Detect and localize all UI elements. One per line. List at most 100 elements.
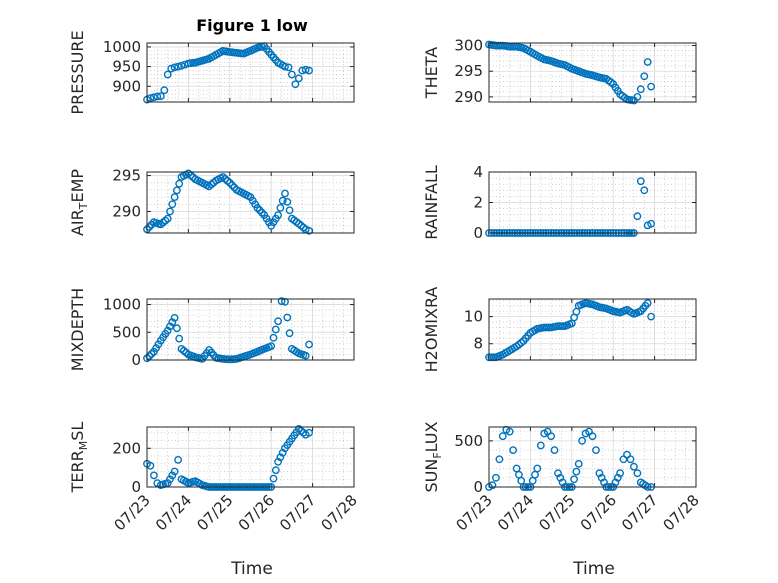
- data-point-terr-msl: [294, 424, 303, 433]
- data-point-theta: [633, 93, 642, 101]
- data-point-air-temp: [175, 179, 184, 188]
- data-point-air-temp: [281, 189, 289, 198]
- data-point-pressure: [153, 92, 162, 101]
- data-point-theta: [640, 72, 649, 81]
- data-point-pressure: [305, 66, 313, 75]
- y-tick-label: 500: [112, 323, 141, 341]
- panel-mixdepth: 0 500 1000 MIXDEPTH: [68, 288, 355, 371]
- data-point-air-temp: [163, 214, 172, 223]
- data-point-terr-msl: [149, 471, 158, 480]
- data-point-sun-flux: [616, 469, 624, 478]
- y-tick-label: 290: [112, 202, 141, 220]
- data-point-sun-flux: [578, 436, 586, 445]
- data-point-sun-flux: [574, 459, 583, 468]
- data-point-theta: [636, 85, 645, 94]
- data-point-mixdepth: [170, 313, 179, 322]
- y-tick-label: 900: [112, 77, 141, 95]
- y-tick-label: 290: [454, 88, 483, 106]
- data-point-sun-flux: [588, 432, 597, 441]
- axes-box-rainfall: [488, 171, 697, 234]
- data-point-sun-flux: [498, 432, 507, 441]
- data-point-h2omixra: [558, 322, 567, 330]
- data-point-sun-flux: [626, 455, 635, 464]
- data-point-terr-msl: [305, 428, 313, 437]
- data-point-sun-flux: [592, 446, 600, 454]
- data-point-terr-msl: [271, 466, 280, 475]
- data-point-air-temp: [172, 186, 181, 195]
- data-point-pressure: [291, 80, 300, 89]
- data-point-air-temp: [278, 196, 287, 205]
- y-tick-label: 295: [454, 62, 483, 80]
- data-point-sun-flux: [630, 462, 638, 471]
- data-point-mixdepth: [267, 342, 276, 350]
- data-point-mixdepth: [168, 318, 177, 326]
- axes-box-h2omixra: [488, 298, 697, 361]
- data-point-air-temp: [170, 193, 179, 202]
- data-point-rainfall: [647, 219, 655, 228]
- panel-theta: 290 295 300 THETA: [422, 37, 697, 106]
- data-point-sun-flux: [491, 473, 500, 482]
- data-point-mixdepth: [163, 326, 172, 335]
- data-point-sun-flux: [572, 467, 581, 476]
- data-point-sun-flux: [547, 432, 555, 441]
- data-point-sun-flux: [550, 446, 559, 454]
- data-point-pressure: [281, 62, 289, 71]
- data-point-pressure: [156, 92, 165, 101]
- data-point-mixdepth: [175, 334, 184, 343]
- axes-box-terr-msl: [146, 426, 355, 488]
- data-point-pressure: [301, 65, 310, 74]
- panel-rainfall: 0 2 4 RAINFALL: [422, 163, 697, 242]
- data-point-terr-msl: [163, 479, 172, 487]
- data-point-air-temp: [285, 206, 294, 215]
- plot-area-h2omixra: [489, 299, 696, 360]
- data-point-mixdepth: [274, 317, 282, 326]
- data-point-mixdepth: [172, 324, 181, 333]
- y-axis-label-theta: THETA: [422, 47, 441, 99]
- panel-h2omixra: 8 10 H2OMIXRA: [422, 287, 697, 373]
- data-point-pressure: [294, 74, 303, 83]
- y-tick-label: 295: [112, 167, 141, 185]
- x-axis-label-left: Time: [230, 559, 273, 579]
- y-tick-label: 0: [473, 224, 483, 242]
- data-point-mixdepth: [285, 329, 294, 338]
- data-point-air-temp: [205, 182, 214, 191]
- y-tick-label: 10: [464, 308, 483, 326]
- y-tick-label: 4: [473, 163, 483, 181]
- y-tick-label: 0: [131, 351, 141, 369]
- y-axis-label-h2omixra: H2OMIXRA: [422, 287, 441, 373]
- data-point-air-temp: [276, 203, 285, 212]
- data-point-terr-msl: [269, 474, 278, 483]
- data-point-pressure: [284, 63, 293, 72]
- plot-area-mixdepth: [147, 299, 354, 360]
- axes-box-air-temp: [146, 171, 355, 234]
- data-point-air-temp: [274, 211, 282, 220]
- data-point-terr-msl: [166, 475, 174, 484]
- data-point-sun-flux: [570, 475, 578, 484]
- data-point-air-temp: [166, 207, 174, 216]
- axes-box-sun-flux: [488, 426, 697, 488]
- data-point-sun-flux: [536, 441, 545, 450]
- data-point-pressure: [287, 70, 296, 79]
- data-point-theta: [643, 58, 652, 66]
- data-point-rainfall: [640, 186, 649, 195]
- figure-title: Figure 1 low: [196, 16, 308, 35]
- data-point-mixdepth: [305, 340, 313, 349]
- data-point-sun-flux: [505, 427, 514, 436]
- data-point-mixdepth: [277, 297, 286, 306]
- y-tick-label: 500: [454, 432, 483, 450]
- data-point-air-temp: [221, 174, 230, 183]
- data-point-rainfall: [636, 177, 645, 186]
- data-point-mixdepth: [166, 322, 174, 331]
- data-point-sun-flux: [495, 455, 504, 464]
- y-axis-label-pressure: PRESSURE: [68, 30, 87, 114]
- data-point-h2omixra: [647, 312, 655, 321]
- data-point-air-temp: [161, 216, 170, 225]
- data-point-terr-msl: [168, 471, 177, 480]
- data-point-terr-msl: [170, 467, 179, 476]
- data-point-sun-flux: [509, 446, 517, 454]
- data-point-mixdepth: [271, 325, 280, 334]
- data-point-air-temp: [168, 200, 177, 209]
- axes-box-theta: [488, 42, 697, 103]
